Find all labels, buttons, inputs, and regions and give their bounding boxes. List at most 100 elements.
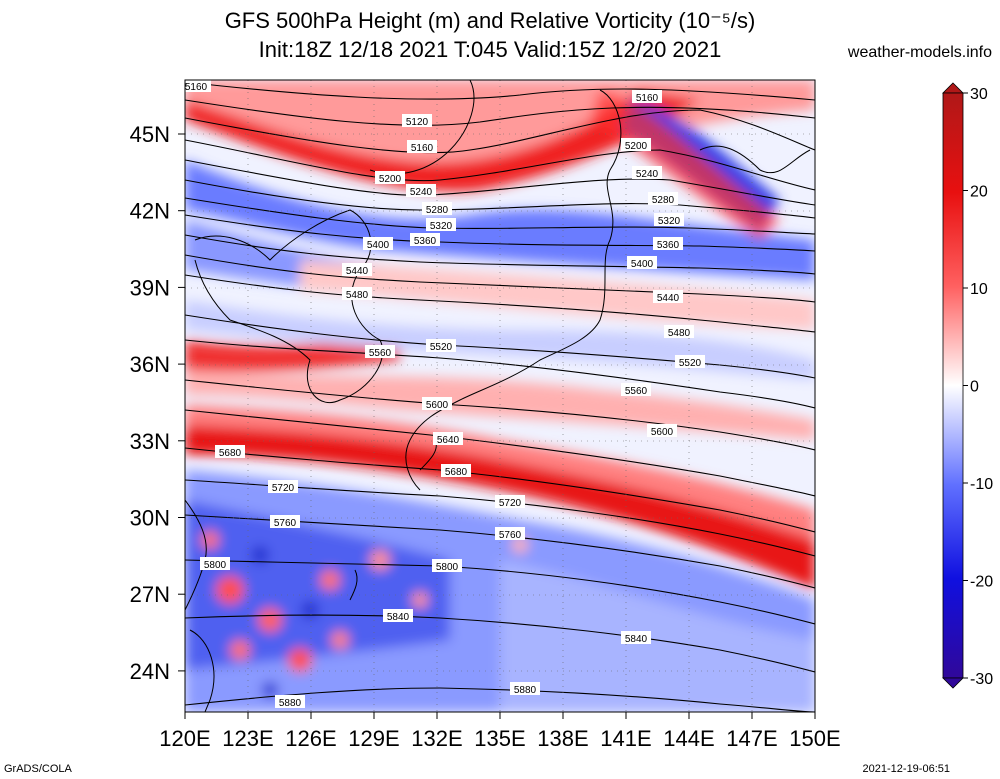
contour-label: 5840 (387, 612, 410, 623)
contour-label: 5800 (436, 562, 459, 573)
contour-label-bg (654, 213, 684, 226)
contour-label-bg (648, 192, 678, 205)
contour-label-bg (185, 80, 211, 92)
contour-label-bg (621, 138, 651, 151)
contour-labels: 5120 5160 5200 5240 5280 5320 5360 5400 5440 5480… (185, 61, 705, 709)
contour-label: 5280 (652, 195, 675, 206)
contour-label: 5440 (657, 293, 680, 304)
contour-label-bg (402, 114, 432, 127)
contour-label: 5160 (636, 93, 659, 104)
contour-label: 5760 (499, 530, 522, 541)
contour-label-bg (621, 631, 651, 644)
contour-label: 5320 (430, 221, 453, 232)
contour-label-bg (185, 61, 215, 74)
lat-label: 27N (130, 582, 170, 607)
footer-timestamp: 2021-12-19-06:51 (862, 763, 950, 775)
longitude-labels: 120E 123E 126E 129E 132E 135E 138E 141E 144E 147E… (159, 726, 840, 751)
contour-label-bg (200, 557, 230, 570)
contour-label: 5880 (514, 685, 537, 696)
lon-label: 132E (411, 726, 462, 751)
contour-label: 5120 (189, 64, 212, 75)
contour-label: 5560 (625, 386, 648, 397)
lat-label: 45N (130, 122, 170, 147)
colorbar-label: -30 (970, 671, 993, 688)
lon-label: 138E (537, 726, 588, 751)
contour-label-bg (647, 424, 677, 437)
contour-label-bg (495, 495, 525, 508)
contour-label-bg (375, 171, 405, 184)
contour-label: 5160 (411, 143, 434, 154)
contour-label: 5480 (346, 290, 369, 301)
contour-label-bg (664, 325, 694, 338)
contour-label-bg (268, 480, 298, 493)
site-label: weather-models.info (847, 44, 992, 61)
contour-label-bg (422, 202, 452, 215)
lat-label: 39N (130, 275, 170, 300)
lat-label: 24N (130, 659, 170, 684)
contour-label: 5200 (379, 174, 402, 185)
lon-label: 135E (474, 726, 525, 751)
contour-label-bg (407, 140, 437, 153)
contour-label-bg (632, 166, 662, 179)
contour-label-bg (510, 682, 540, 695)
contour-label-bg (270, 515, 300, 528)
contour-label-bg (432, 559, 462, 572)
lon-label: 129E (348, 726, 399, 751)
contour-label: 5680 (219, 448, 242, 459)
contour-label: 5680 (445, 467, 468, 478)
contour-label-bg (342, 287, 372, 300)
contour-label: 5720 (499, 498, 522, 509)
contour-label-bg (275, 695, 305, 708)
contour-label: 5360 (414, 236, 437, 247)
contour-label: 5360 (657, 240, 680, 251)
contour-label-bg (406, 184, 436, 197)
vorticity-field: 5120 5160 5200 5240 5280 5320 5360 5400 5440 5480… (185, 61, 815, 712)
lat-label: 42N (130, 199, 170, 224)
contour-label-bg (433, 432, 463, 445)
contour-label: 5720 (272, 483, 295, 494)
contour-label: 5520 (679, 358, 702, 369)
contour-label-bg (653, 237, 683, 250)
contour-label-bg (426, 218, 456, 231)
contour-label: 5400 (367, 240, 390, 251)
contour-label: 5320 (658, 216, 681, 227)
contour-label: 5240 (410, 187, 433, 198)
colorbar: 30 20 10 0 -10 -20 -30 (942, 82, 993, 689)
contour-label-bg (215, 445, 245, 458)
lon-label: 141E (600, 726, 651, 751)
contour-label: 5480 (668, 328, 691, 339)
contour-label-bg (383, 609, 413, 622)
lat-label: 36N (130, 352, 170, 377)
contour-label-bg (363, 237, 393, 250)
lon-label: 120E (159, 726, 210, 751)
colorbar-label: -10 (970, 476, 993, 493)
footer-software: GrADS/COLA (4, 763, 72, 775)
contour-label: 5880 (279, 698, 302, 709)
contour-label-bg (632, 90, 662, 103)
contour-label-bg (422, 397, 452, 410)
contour-label: 5840 (625, 634, 648, 645)
contour-label-bg (365, 345, 395, 358)
contour-label-bg (495, 527, 525, 540)
lon-label: 123E (222, 726, 273, 751)
contour-label: 5600 (651, 427, 674, 438)
lat-label: 30N (130, 506, 170, 531)
colorbar-label: 10 (970, 281, 988, 298)
contour-label-bg (621, 383, 651, 396)
contour-label-bg (653, 290, 683, 303)
lat-label: 33N (130, 429, 170, 454)
contour-label: 5760 (274, 518, 297, 529)
colorbar-label: 0 (970, 379, 979, 396)
contour-label-bg (410, 233, 440, 246)
latitude-labels: 45N 42N 39N 36N 33N 30N 27N 24N (130, 122, 170, 684)
contour-label-bg (342, 263, 372, 276)
contour-label: 5120 (406, 117, 429, 128)
lon-label: 144E (663, 726, 714, 751)
colorbar-label: -20 (970, 574, 993, 591)
map-title-line1: GFS 500hPa Height (m) and Relative Vorti… (224, 8, 756, 33)
contour-label-bg (441, 464, 471, 477)
contour-label: 5600 (426, 400, 449, 411)
map-title-line2: Init:18Z 12/18 2021 T:045 Valid:15Z 12/2… (258, 37, 722, 62)
colorbar-label: 30 (970, 86, 988, 103)
